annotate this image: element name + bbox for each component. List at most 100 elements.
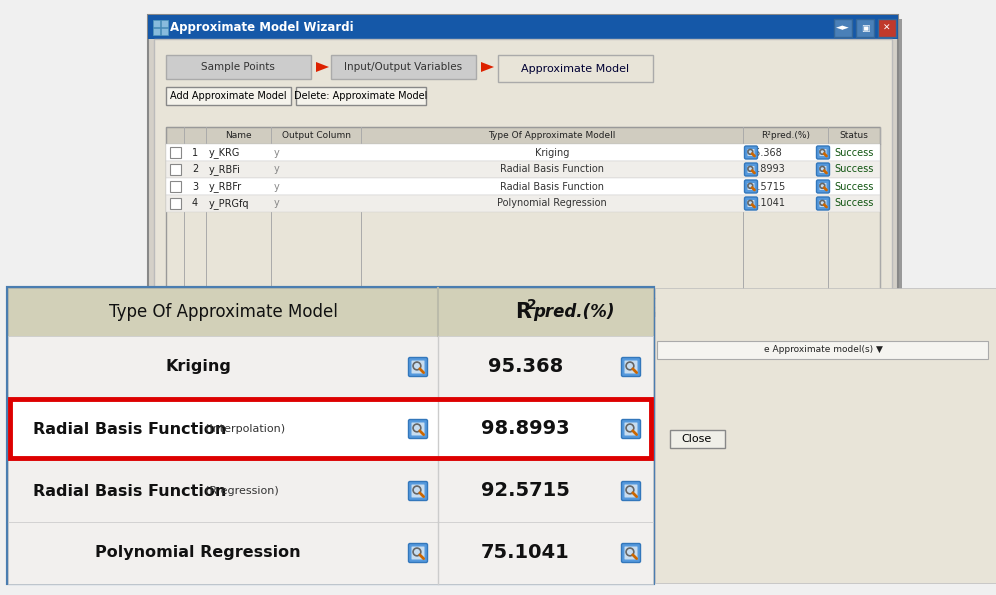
Text: 2: 2 <box>527 298 536 312</box>
Text: Radial Basis Function: Radial Basis Function <box>33 484 226 499</box>
Bar <box>152 19 902 317</box>
Text: 75.1041: 75.1041 <box>745 199 785 208</box>
Text: Success: Success <box>835 181 873 192</box>
Text: 1: 1 <box>192 148 198 158</box>
Text: Delete: Approximate Model: Delete: Approximate Model <box>294 91 427 101</box>
Text: Kriging: Kriging <box>535 148 569 158</box>
Text: y: y <box>274 181 280 192</box>
Text: 2: 2 <box>192 164 198 174</box>
Text: 92.5715: 92.5715 <box>745 181 785 192</box>
Text: 3: 3 <box>192 181 198 192</box>
FancyBboxPatch shape <box>820 200 827 207</box>
Bar <box>154 39 892 307</box>
FancyBboxPatch shape <box>748 183 755 190</box>
Bar <box>8 288 653 336</box>
Bar <box>10 399 651 458</box>
Text: Output Column: Output Column <box>282 131 351 140</box>
Bar <box>153 28 160 35</box>
Text: Success: Success <box>835 148 873 158</box>
FancyBboxPatch shape <box>817 146 830 159</box>
Bar <box>670 430 725 448</box>
FancyBboxPatch shape <box>744 197 758 210</box>
Bar <box>166 55 311 79</box>
Text: Success: Success <box>835 199 873 208</box>
Text: y_RBFr: y_RBFr <box>209 181 242 192</box>
FancyBboxPatch shape <box>408 358 427 377</box>
Text: ▣: ▣ <box>861 23 870 33</box>
Text: 95.368: 95.368 <box>488 358 563 377</box>
Text: (R egression): (R egression) <box>205 486 279 496</box>
Bar <box>161 20 168 27</box>
Bar <box>148 15 898 39</box>
Text: 75.1041: 75.1041 <box>481 543 570 562</box>
Text: y_PRGfq: y_PRGfq <box>209 198 250 209</box>
FancyBboxPatch shape <box>411 361 424 374</box>
FancyBboxPatch shape <box>744 146 758 159</box>
FancyBboxPatch shape <box>817 163 830 176</box>
Bar <box>170 164 181 175</box>
FancyBboxPatch shape <box>820 166 827 173</box>
Text: y: y <box>274 148 280 158</box>
FancyBboxPatch shape <box>411 422 424 436</box>
Bar <box>8 336 653 398</box>
FancyBboxPatch shape <box>817 180 830 193</box>
FancyBboxPatch shape <box>622 481 640 500</box>
Text: 98.8993: 98.8993 <box>481 419 570 439</box>
Text: Approximate Model Wizardi: Approximate Model Wizardi <box>170 20 354 33</box>
Bar <box>153 20 160 27</box>
FancyBboxPatch shape <box>411 546 424 559</box>
Bar <box>170 181 181 192</box>
Text: R: R <box>516 302 532 322</box>
FancyBboxPatch shape <box>622 419 640 439</box>
Bar <box>657 341 988 359</box>
FancyBboxPatch shape <box>624 361 637 374</box>
Text: Polynomial Regression: Polynomial Regression <box>497 199 607 208</box>
Text: Type Of Approximate Modell: Type Of Approximate Modell <box>488 131 616 140</box>
Bar <box>161 28 168 35</box>
Text: 4: 4 <box>192 199 198 208</box>
FancyBboxPatch shape <box>748 149 755 156</box>
Polygon shape <box>316 62 329 72</box>
Text: Sample Points: Sample Points <box>201 62 275 72</box>
FancyBboxPatch shape <box>744 180 758 193</box>
Bar <box>655 288 996 583</box>
Text: 98.8993: 98.8993 <box>745 164 785 174</box>
FancyBboxPatch shape <box>411 484 424 497</box>
FancyBboxPatch shape <box>817 197 830 210</box>
FancyBboxPatch shape <box>622 358 640 377</box>
FancyBboxPatch shape <box>624 422 637 436</box>
Bar <box>166 127 880 144</box>
Text: 92.5715: 92.5715 <box>481 481 570 500</box>
Text: y: y <box>274 164 280 174</box>
Text: Polynomial Regression: Polynomial Regression <box>96 546 301 560</box>
Bar <box>170 147 181 158</box>
Bar <box>170 198 181 209</box>
Text: Radial Basis Function: Radial Basis Function <box>500 181 604 192</box>
Bar <box>166 127 880 298</box>
Text: y_KRG: y_KRG <box>209 147 240 158</box>
Bar <box>8 288 653 583</box>
Bar <box>834 19 852 37</box>
FancyBboxPatch shape <box>408 419 427 439</box>
Text: Success: Success <box>835 164 873 174</box>
Text: Name: Name <box>225 131 252 140</box>
FancyBboxPatch shape <box>820 183 827 190</box>
Bar <box>8 398 653 460</box>
Text: (Interpolation): (Interpolation) <box>205 424 285 434</box>
FancyBboxPatch shape <box>408 481 427 500</box>
Text: y_RBFi: y_RBFi <box>209 164 241 175</box>
Text: 95.368: 95.368 <box>748 148 782 158</box>
Text: Type Of Approximate Model: Type Of Approximate Model <box>109 303 338 321</box>
Bar <box>166 87 291 105</box>
Bar <box>8 460 653 522</box>
Text: Kriging: Kriging <box>165 359 231 374</box>
FancyBboxPatch shape <box>744 163 758 176</box>
Text: pred.(%): pred.(%) <box>534 303 621 321</box>
FancyBboxPatch shape <box>748 166 755 173</box>
Bar <box>498 55 653 82</box>
Bar <box>166 178 880 195</box>
Bar <box>166 161 880 178</box>
Bar <box>166 195 880 212</box>
Text: Status: Status <box>840 131 869 140</box>
FancyBboxPatch shape <box>624 484 637 497</box>
